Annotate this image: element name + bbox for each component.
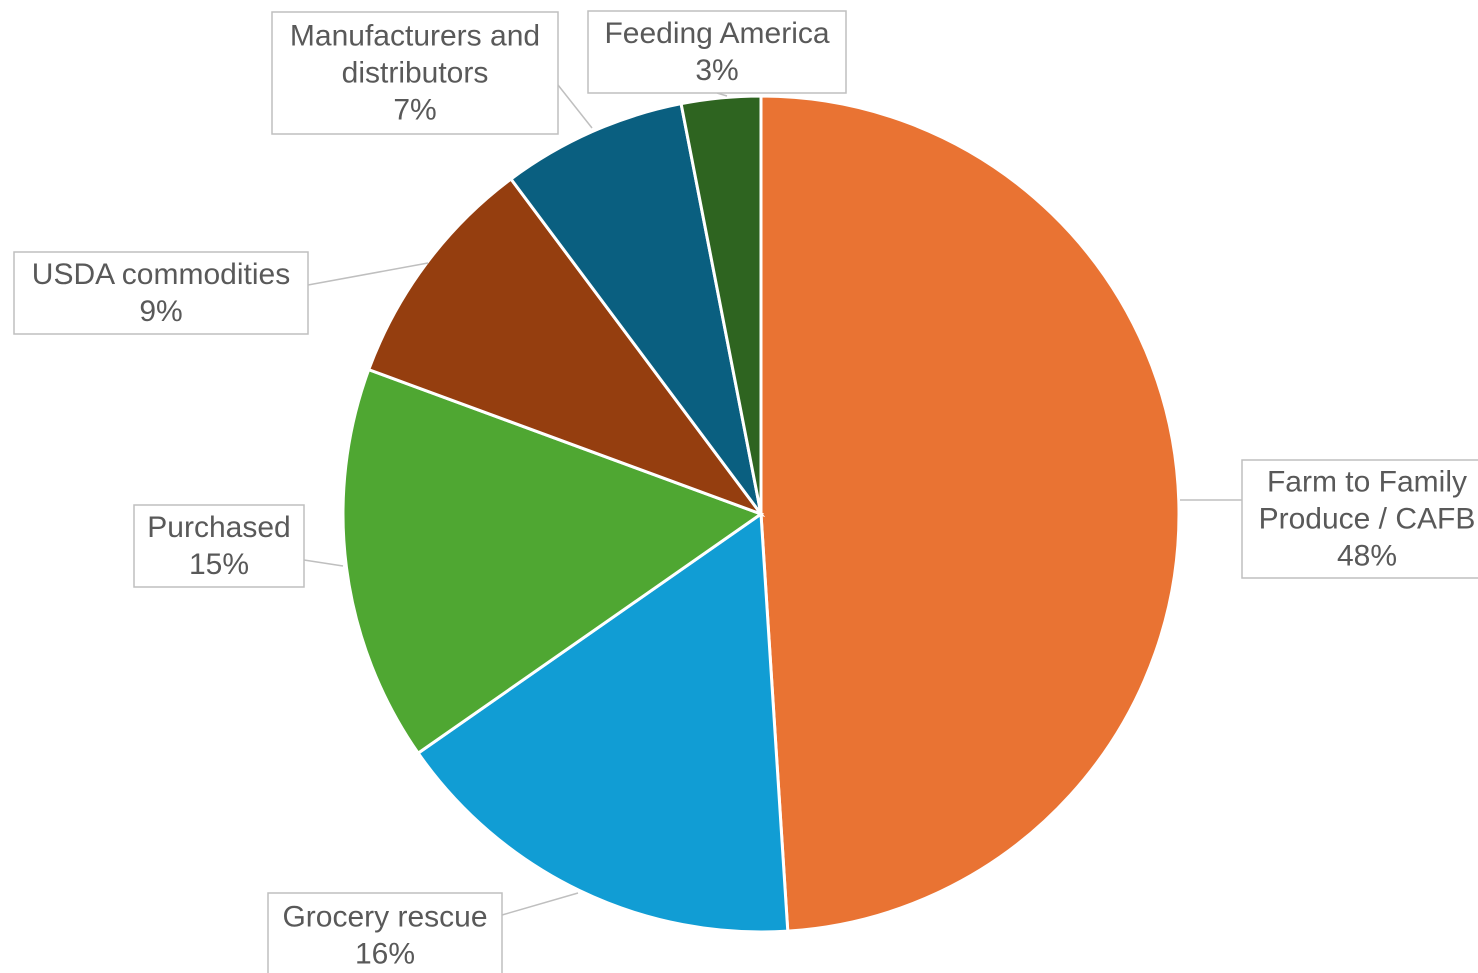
data-label: Purchased 15% (133, 504, 305, 588)
pie-slices (341, 94, 1181, 934)
data-label-category: Grocery rescue (282, 901, 487, 934)
data-label-value: 16% (355, 938, 415, 971)
data-label-box (13, 251, 309, 335)
data-label-value: 3% (695, 54, 738, 87)
data-label-category: Feeding America (604, 17, 829, 50)
pie-slice (679, 94, 763, 515)
pie-slice (341, 367, 765, 756)
leader-line (303, 559, 344, 567)
data-label-value: 15% (189, 548, 249, 581)
data-label: USDA commodities 9% (13, 251, 309, 335)
data-label: Farm to Family Produce / CAFB 48% (1241, 459, 1478, 579)
pie-slice (416, 511, 790, 934)
data-label-value: 9% (139, 295, 182, 328)
data-label-category: Manufacturers and (290, 20, 540, 53)
data-label-category: Farm to Family (1267, 466, 1467, 499)
pie-slice (508, 101, 763, 515)
data-label-value: 48% (1337, 540, 1397, 573)
data-label: Feeding America 3% (587, 10, 847, 94)
data-label-box (271, 11, 559, 135)
data-label-category: Produce / CAFB (1259, 503, 1476, 536)
data-label-category: Purchased (147, 511, 290, 544)
data-label-box (587, 10, 847, 94)
data-label-box (267, 892, 503, 973)
data-label-value: 7% (393, 94, 436, 127)
leader-line (501, 892, 579, 916)
data-label-box (133, 504, 305, 588)
leader-lines (303, 84, 1242, 916)
leader-line (307, 262, 429, 286)
data-label-box (1241, 459, 1478, 579)
data-label-category: distributors (342, 57, 489, 90)
data-label: Grocery rescue 16% (267, 892, 503, 973)
pie-slice (759, 94, 1181, 933)
leader-line (557, 84, 593, 129)
data-labels: Farm to Family Produce / CAFB 48% Grocery r… (13, 10, 1478, 973)
data-label: Manufacturers and distributors 7% (271, 11, 559, 135)
data-label-category: USDA commodities (32, 258, 290, 291)
